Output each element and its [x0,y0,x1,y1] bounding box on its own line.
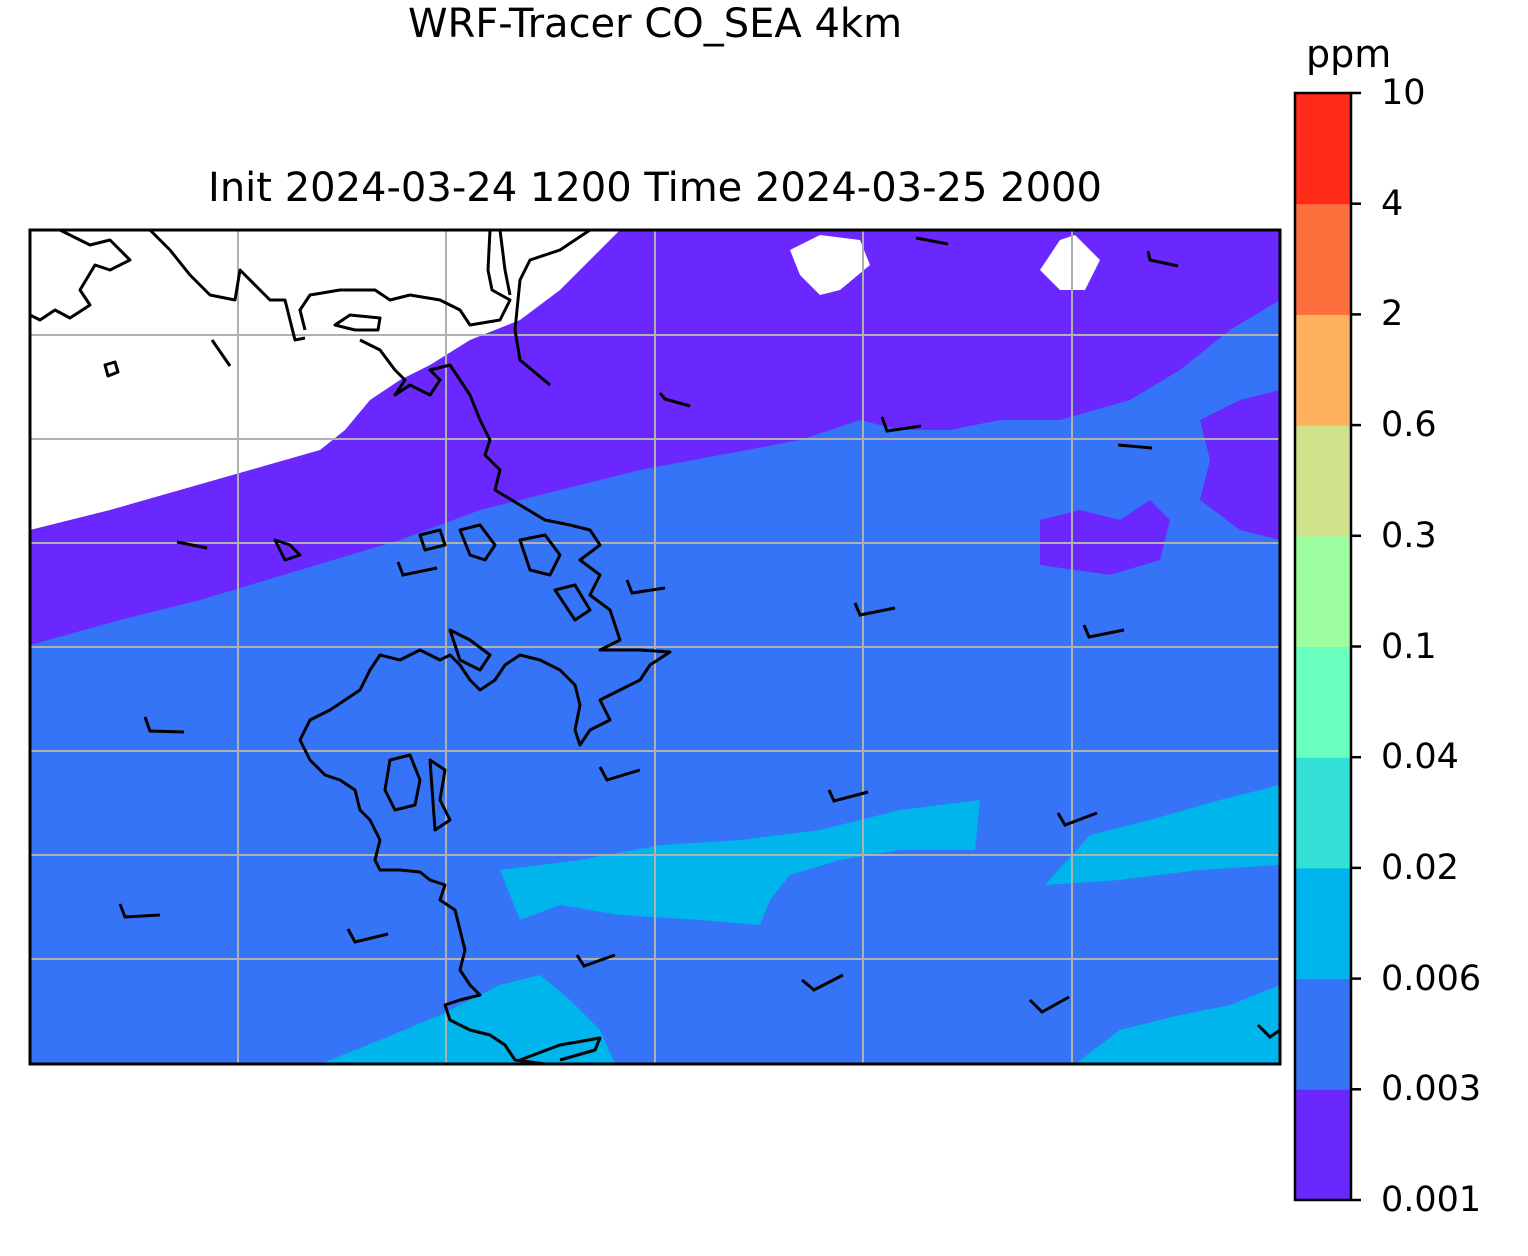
colorbar-tick-label: 0.003 [1381,1069,1482,1110]
field-low-patch [1200,390,1280,540]
wind-barb [396,561,438,577]
wind-barb [801,973,844,992]
colorbar-swatch [1295,1089,1351,1201]
field-no-data [1040,235,1100,290]
colorbar-tick-label: 0.6 [1381,405,1437,446]
wind-barb [880,416,922,433]
wind-barb [598,766,641,782]
colorbar-swatch [1295,646,1351,758]
chart-title-line1: WRF-Tracer CO_SEA 4km [407,1,903,47]
colorbar-unit-label: ppm [1306,32,1392,76]
field-high-band [1045,785,1280,885]
wind-barb [176,540,208,550]
colorbar-tick-label: 0.04 [1381,737,1459,778]
wind-barb [1256,1023,1281,1039]
colorbar-swatch [1295,425,1351,537]
field-high-band [1075,985,1280,1064]
colorbar-tick-label: 0.3 [1381,515,1437,556]
wind-barb [827,789,869,803]
field-high-band [320,975,615,1064]
wind-barb [1082,624,1125,639]
wind-barb [853,602,896,617]
wind-barb [915,236,949,246]
wind-barb [575,953,616,968]
gridlines [30,230,1280,1064]
wind-barb [1117,443,1153,450]
colorbar-tick-label: 10 [1381,73,1426,113]
colorbar-tick-label: 0.1 [1381,626,1437,667]
colorbar-swatch [1295,978,1351,1090]
wind-barb [1028,995,1070,1014]
colorbar-swatch [1295,203,1351,315]
colorbar-tick-label: 0.006 [1381,958,1482,999]
field-high-band [500,800,980,925]
colorbar-tick-label: 0.02 [1381,847,1459,888]
colorbar [1293,91,1361,1202]
wind-barb [1056,811,1098,827]
wind-barbs [118,236,1281,1039]
colorbar-tick-label: 4 [1381,183,1404,224]
wind-barb [1146,250,1179,268]
colorbar-swatch [1295,314,1351,426]
wind-barb [210,339,232,367]
wind-barb [625,579,666,595]
coastline [30,230,672,1064]
colorbar-tick-label: 2 [1381,294,1404,335]
colorbar-swatch [1295,867,1351,980]
field-no-data [30,230,620,530]
colorbar-swatch [1295,535,1351,647]
colorbar-tick-label: 0.001 [1381,1180,1482,1220]
colorbar-swatch [1295,93,1351,205]
chart-title-line2: Init 2024-03-24 1200 Time 2024-03-25 200… [208,165,1102,211]
wind-barb [658,392,691,408]
wind-barb [346,928,389,944]
field-no-data [790,235,870,295]
wind-barb [143,716,185,734]
colorbar-swatch [1295,757,1351,869]
map-frame [28,228,1282,1066]
wind-barb [118,903,161,919]
